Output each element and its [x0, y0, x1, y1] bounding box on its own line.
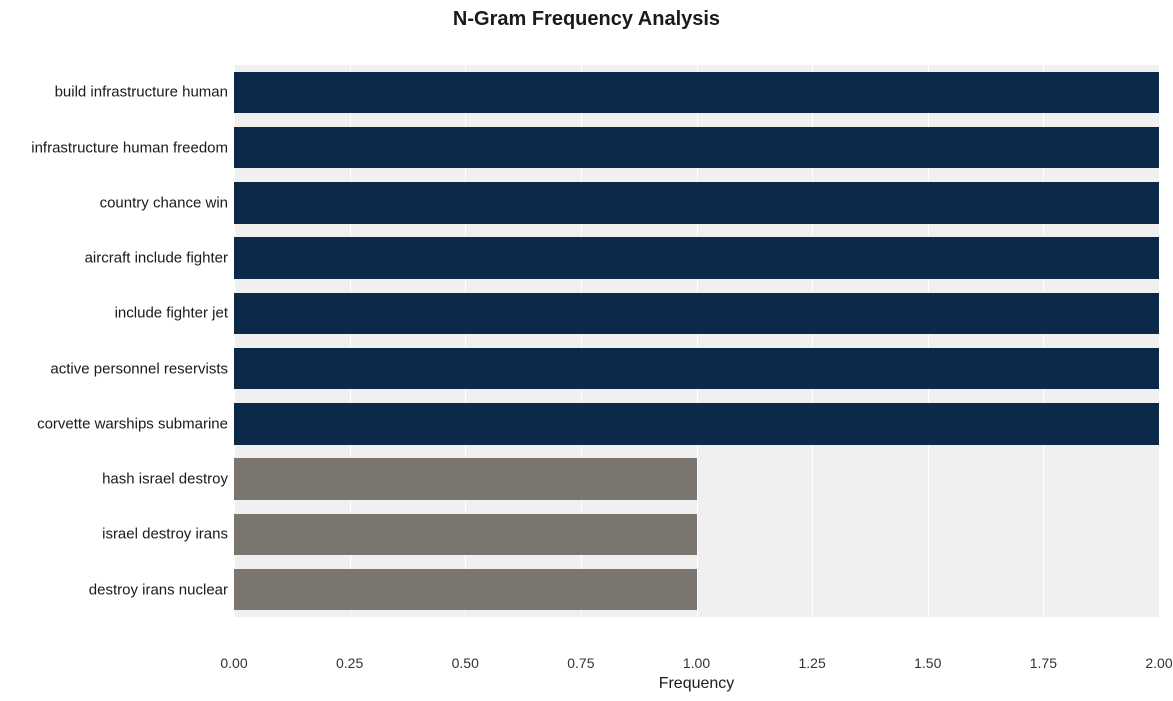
x-axis-tick-label: 0.50: [452, 655, 479, 671]
x-axis-tick-label: 1.25: [799, 655, 826, 671]
y-axis-label: destroy irans nuclear: [0, 581, 228, 598]
y-axis-label: infrastructure human freedom: [0, 139, 228, 156]
y-axis-label: build infrastructure human: [0, 84, 228, 101]
y-axis-label: include fighter jet: [0, 305, 228, 322]
bar: [234, 182, 1159, 223]
y-axis-label: active personnel reservists: [0, 360, 228, 377]
x-axis-tick-label: 0.25: [336, 655, 363, 671]
plot-area: [234, 37, 1159, 645]
x-axis-tick-label: 0.75: [567, 655, 594, 671]
x-axis-tick-label: 2.00: [1145, 655, 1172, 671]
bar: [234, 403, 1159, 444]
bar: [234, 348, 1159, 389]
bar: [234, 293, 1159, 334]
y-axis-label: aircraft include fighter: [0, 250, 228, 267]
y-axis-label: corvette warships submarine: [0, 415, 228, 432]
y-axis-label: country chance win: [0, 194, 228, 211]
bar: [234, 569, 697, 610]
chart-title: N-Gram Frequency Analysis: [0, 8, 1173, 31]
x-axis-tick-label: 1.50: [914, 655, 941, 671]
ngram-frequency-chart: N-Gram Frequency Analysis build infrastr…: [0, 0, 1173, 701]
bar: [234, 514, 697, 555]
y-axis-label: israel destroy irans: [0, 526, 228, 543]
x-axis-title: Frequency: [659, 675, 735, 693]
x-axis-tick-label: 0.00: [220, 655, 247, 671]
x-axis-tick-label: 1.00: [683, 655, 710, 671]
bar: [234, 237, 1159, 278]
y-axis-label: hash israel destroy: [0, 471, 228, 488]
x-axis-tick-label: 1.75: [1030, 655, 1057, 671]
bar: [234, 458, 697, 499]
bar: [234, 72, 1159, 113]
bar: [234, 127, 1159, 168]
gridline: [1159, 37, 1160, 645]
